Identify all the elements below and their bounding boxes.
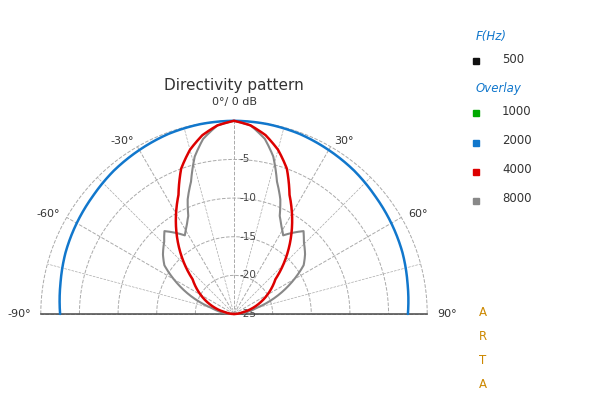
Text: 500: 500 [502, 53, 524, 66]
Text: -20: -20 [240, 270, 257, 280]
Text: 1000: 1000 [502, 105, 532, 118]
Text: R: R [479, 330, 487, 342]
Text: -60°: -60° [37, 208, 60, 218]
Text: Overlay: Overlay [476, 82, 521, 95]
Text: A: A [479, 378, 487, 390]
Text: -15: -15 [240, 232, 257, 242]
Text: -10: -10 [240, 193, 257, 203]
Text: Directivity pattern: Directivity pattern [164, 78, 304, 93]
Text: A: A [479, 306, 487, 318]
Text: T: T [479, 354, 487, 366]
Text: 2000: 2000 [502, 134, 532, 147]
Text: 60°: 60° [408, 208, 427, 218]
Text: -5: -5 [240, 154, 250, 164]
Text: -25: -25 [240, 309, 257, 319]
Text: 8000: 8000 [502, 192, 532, 206]
Text: -90°: -90° [7, 309, 31, 319]
Text: -30°: -30° [110, 136, 134, 146]
Text: 90°: 90° [437, 309, 457, 319]
Text: 4000: 4000 [502, 163, 532, 176]
Text: 30°: 30° [334, 136, 354, 146]
Text: F(Hz): F(Hz) [476, 30, 506, 43]
Text: 0°/ 0 dB: 0°/ 0 dB [212, 97, 257, 107]
